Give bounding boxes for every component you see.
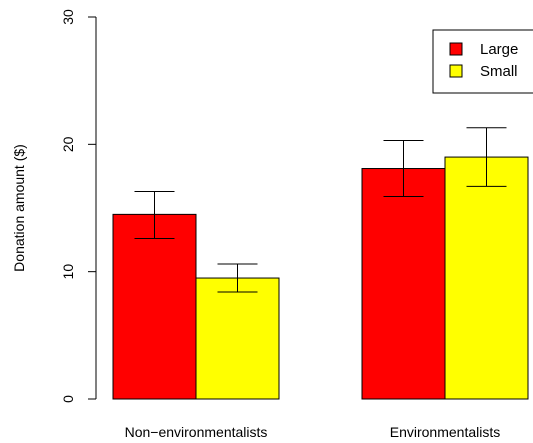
bar bbox=[195, 277, 280, 400]
bars bbox=[112, 156, 529, 400]
y-axis-label: Donation amount ($) bbox=[11, 144, 27, 272]
category-label: Non−environmentalists bbox=[125, 424, 268, 440]
legend-box bbox=[432, 29, 533, 94]
y-tick-label: 20 bbox=[60, 136, 76, 152]
legend-swatch bbox=[449, 64, 463, 78]
x-axis-labels: Non−environmentalists Environmentalists bbox=[125, 424, 501, 440]
legend-label: Large bbox=[480, 41, 518, 58]
bar bbox=[444, 156, 529, 400]
legend: Large Small bbox=[432, 29, 533, 94]
y-axis: 0 10 20 30 bbox=[60, 9, 97, 403]
legend-label: Small bbox=[480, 63, 518, 80]
category-label: Environmentalists bbox=[390, 424, 501, 440]
legend-swatch bbox=[449, 42, 463, 56]
y-tick-label: 30 bbox=[60, 9, 76, 25]
y-tick-label: 10 bbox=[60, 264, 76, 280]
error-bars bbox=[134, 127, 507, 293]
bar bbox=[112, 213, 197, 400]
bar bbox=[361, 168, 446, 400]
y-tick-label: 0 bbox=[60, 395, 76, 403]
